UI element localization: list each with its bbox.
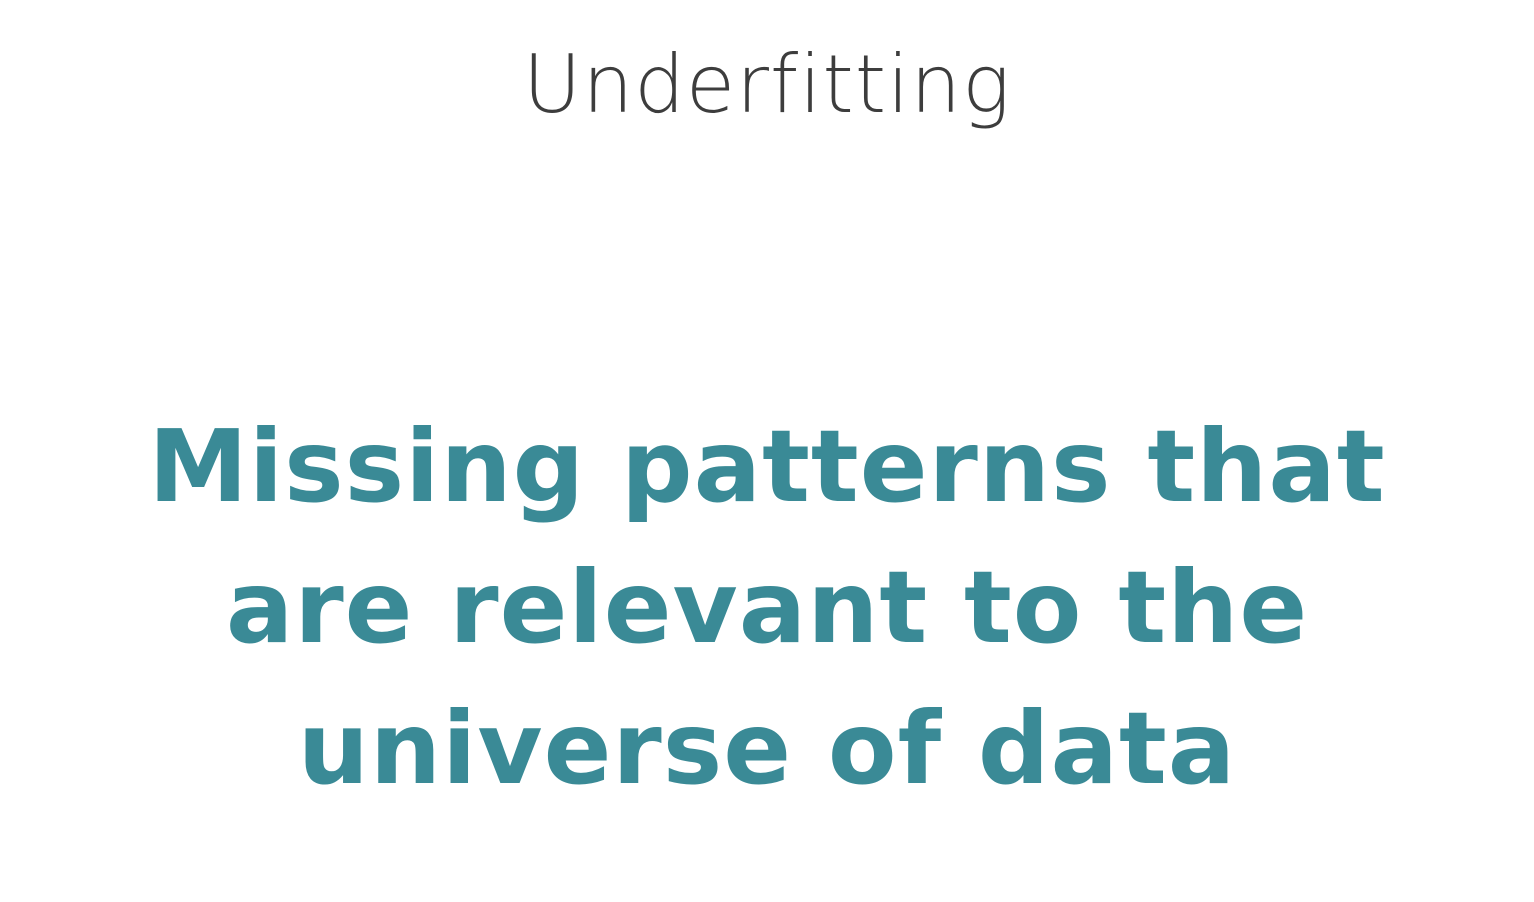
body-line-1: Missing patterns that [148, 408, 1386, 525]
slide-body-text: Missing patterns that are relevant to th… [0, 396, 1534, 819]
slide-title: Underfitting [522, 38, 1012, 131]
body-line-2: are relevant to the [225, 549, 1309, 666]
body-line-3: universe of data [297, 690, 1237, 807]
